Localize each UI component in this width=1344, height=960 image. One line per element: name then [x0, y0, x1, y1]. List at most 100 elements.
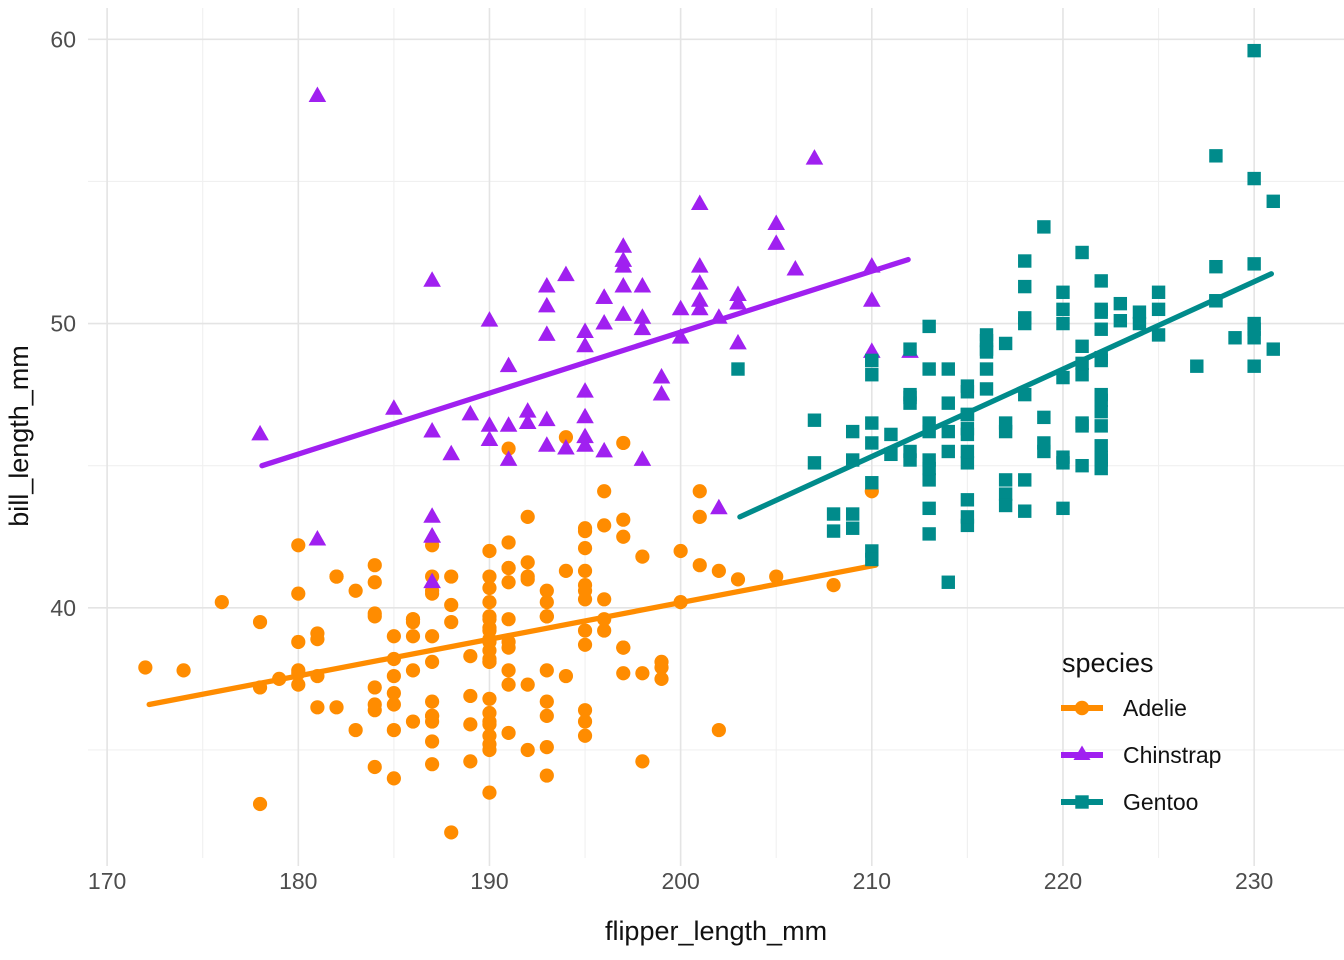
data-point-circle [501, 560, 516, 576]
data-point-circle [291, 677, 306, 692]
data-point-triangle [614, 276, 633, 293]
data-point-square [941, 575, 955, 589]
data-point-circle [501, 663, 516, 678]
data-point-square [1132, 305, 1147, 319]
legend-item-adelie[interactable]: Adelie [1060, 693, 1221, 723]
data-point-triangle [633, 276, 652, 293]
data-point-circle [425, 629, 440, 644]
data-point-square [1037, 410, 1051, 425]
data-point-circle [482, 543, 497, 559]
x-tick-label: 220 [1044, 868, 1082, 894]
data-point-square [1266, 342, 1280, 356]
data-point-square [998, 487, 1013, 501]
data-point-triangle [538, 276, 556, 293]
data-point-triangle [729, 294, 747, 310]
data-point-circle [616, 666, 631, 681]
data-point-square [1056, 450, 1070, 464]
data-point-square [1018, 387, 1032, 402]
data-point-square [998, 473, 1013, 487]
y-tick-label: 60 [50, 26, 76, 52]
data-point-circle [711, 563, 726, 578]
data-point-square [922, 319, 936, 334]
data-point-square [845, 521, 860, 535]
data-point-circle [444, 569, 459, 584]
data-point-square [807, 413, 822, 427]
data-point-circle [635, 666, 650, 681]
data-point-circle [482, 705, 497, 721]
x-tick-label: 180 [279, 868, 317, 894]
legend-item-gentoo[interactable]: Gentoo [1060, 787, 1221, 817]
gentoo-key-icon [1061, 795, 1103, 809]
y-tick-label: 50 [50, 311, 76, 337]
data-point-circle [329, 569, 344, 584]
data-point-square [941, 396, 955, 410]
data-point-triangle [538, 436, 556, 452]
data-point-square [960, 456, 975, 470]
data-point-circle [577, 583, 593, 598]
data-point-square [1151, 302, 1166, 317]
data-point-square [1056, 370, 1070, 385]
data-point-square [845, 424, 860, 439]
data-point-square [1209, 294, 1223, 308]
data-point-square [979, 362, 994, 376]
data-point-triangle [652, 385, 671, 401]
legend-title: species [1062, 648, 1154, 678]
axis-tick-marks [106, 858, 1255, 866]
data-point-triangle [633, 319, 652, 336]
data-point-circle [425, 694, 440, 709]
data-point-circle [558, 668, 574, 684]
data-point-square [1094, 305, 1108, 319]
data-point-circle [482, 643, 497, 658]
data-point-triangle [518, 402, 537, 418]
data-point-circle [405, 714, 421, 729]
data-point-square [1056, 501, 1070, 516]
data-point-triangle [538, 325, 556, 341]
data-point-triangle [710, 498, 728, 515]
data-point-triangle [863, 257, 881, 273]
data-point-circle [711, 722, 726, 738]
data-point-square [865, 353, 879, 368]
data-point-square [1075, 419, 1089, 433]
data-point-square [1037, 220, 1051, 234]
data-point-circle [616, 529, 631, 544]
data-point-triangle [767, 234, 786, 250]
data-point-square [941, 424, 955, 439]
data-point-triangle [308, 530, 327, 546]
data-point-square [998, 336, 1013, 351]
data-point-square [960, 444, 975, 459]
data-point-square [1247, 43, 1261, 58]
data-point-circle [482, 691, 497, 706]
data-point-square [941, 444, 955, 459]
data-point-triangle [442, 444, 461, 461]
data-point-triangle [480, 430, 499, 447]
data-point-circle [405, 629, 421, 644]
legend-item-chinstrap[interactable]: Chinstrap [1060, 740, 1221, 770]
data-point-circle [386, 629, 401, 644]
data-point-square [922, 501, 936, 516]
data-point-square [960, 510, 975, 524]
data-point-circle [577, 563, 593, 578]
data-point-square [1113, 296, 1128, 311]
data-point-square [1266, 194, 1280, 209]
data-point-circle [539, 595, 554, 610]
data-point-square [960, 379, 975, 393]
data-point-circle [425, 714, 440, 729]
data-point-square [1190, 359, 1204, 373]
data-point-circle [539, 708, 554, 723]
data-point-circle [482, 580, 497, 596]
data-point-triangle [595, 288, 613, 304]
data-point-circle [252, 796, 268, 812]
data-point-circle [769, 569, 784, 584]
data-point-square [1247, 171, 1261, 186]
data-point-square [807, 456, 822, 470]
data-point-circle [310, 632, 325, 647]
data-point-circle [635, 754, 650, 769]
x-tick-label: 190 [470, 868, 508, 894]
data-point-circle [577, 637, 593, 652]
data-point-square [903, 396, 917, 410]
data-point-circle [348, 722, 363, 738]
data-point-circle [520, 677, 535, 692]
data-point-square [1056, 316, 1070, 331]
data-point-circle [501, 535, 516, 550]
data-point-circle [577, 728, 593, 743]
